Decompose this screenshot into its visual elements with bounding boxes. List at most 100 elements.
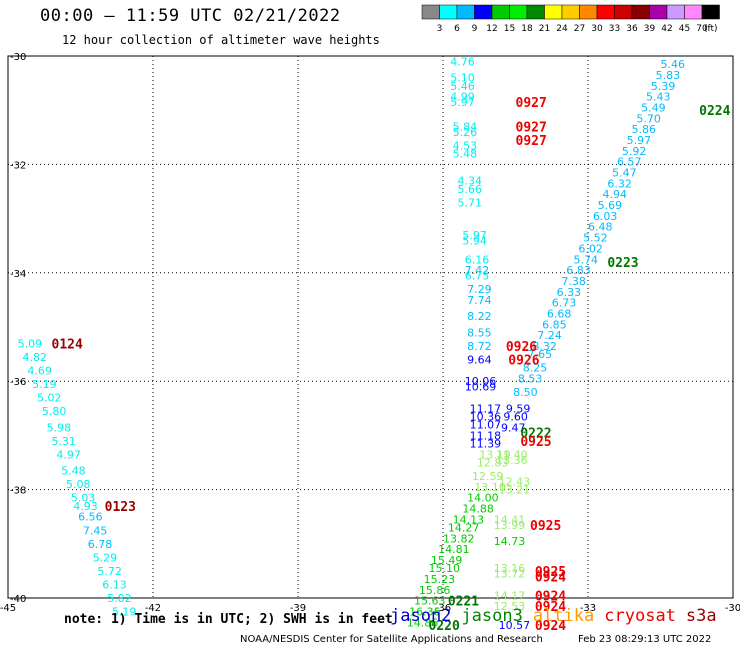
wave-height-value: 5.29	[93, 551, 118, 564]
pass-time-label: 0926	[508, 354, 539, 369]
color-scale-label: 45	[679, 24, 690, 34]
wave-height-value: 5.80	[42, 405, 66, 418]
wave-height-value: 7.65	[528, 348, 553, 361]
y-tick-label: -36	[10, 377, 26, 388]
plot-frame	[7, 55, 734, 599]
wave-height-value: 5.49	[641, 101, 666, 114]
pass-time-label: 0123	[105, 500, 136, 515]
color-scale-label: (ft)	[704, 24, 718, 34]
wave-height-value: 6.03	[593, 210, 618, 223]
pass-time-label: 0925	[530, 519, 561, 534]
satellite-legend-entry: altika	[532, 606, 595, 626]
wave-height-value: 5.10	[450, 72, 475, 85]
wave-height-value: 5.86	[632, 123, 657, 136]
pass-time-label: 0927	[516, 96, 547, 111]
satellite-legend-entry: cryosat	[604, 606, 676, 626]
wave-height-value: 5.84	[453, 120, 478, 133]
wave-height-value: 12.53	[494, 600, 526, 613]
color-scale-label: 33	[609, 24, 620, 34]
color-scale-label: 6	[454, 24, 460, 34]
wave-height-value: 5.03	[71, 492, 96, 505]
wave-height-value: 7.45	[83, 524, 108, 537]
chart-title: 00:00 – 11:59 UTC 02/21/2022	[40, 6, 341, 26]
wave-height-value: 5.39	[651, 80, 676, 93]
y-tick-label: -40	[10, 594, 26, 605]
pass-time-label: 0222	[520, 427, 551, 442]
wave-height-value: 6.83	[566, 264, 591, 277]
wave-height-value: 5.71	[458, 196, 483, 209]
wave-height-value: 15.49	[431, 554, 463, 567]
wave-height-value: 6.48	[588, 221, 613, 234]
pass-time-label: 0223	[607, 256, 638, 271]
satellite-legend-entry: jason2	[390, 606, 452, 626]
wave-height-value: 5.70	[636, 112, 661, 125]
pass-time-label: 0924	[535, 570, 566, 585]
wave-height-value: 5.98	[47, 421, 72, 434]
wave-height-value: 5.83	[656, 69, 681, 82]
wave-height-value: 8.25	[523, 362, 548, 375]
wave-height-value: 12.83	[477, 457, 509, 470]
color-scale-label: 21	[539, 24, 550, 34]
wave-height-value: 6.33	[557, 286, 582, 299]
wave-height-value: 5.19	[32, 378, 57, 391]
wave-height-value: 13.82	[443, 532, 475, 545]
wave-height-value: 4.93	[73, 500, 98, 513]
wave-height-value: 6.32	[607, 177, 632, 190]
x-tick-label: -36	[435, 603, 451, 614]
wave-height-value: 4.34	[458, 175, 483, 188]
pass-time-label: 0924	[535, 589, 566, 604]
wave-height-value: 13.21	[499, 484, 531, 497]
wave-height-value: 12.59	[472, 470, 504, 483]
wave-height-value: 4.97	[56, 448, 80, 461]
wave-height-value: 16.36	[409, 606, 441, 619]
wave-height-value: 6.02	[578, 242, 603, 255]
wave-height-value: 6.13	[102, 578, 127, 591]
wave-height-value: 9.60	[503, 410, 527, 423]
wave-height-value: 11.18	[470, 429, 502, 442]
color-scale-label: 70	[696, 24, 708, 34]
wave-height-value: 5.43	[646, 91, 671, 104]
wave-height-value: 6.78	[88, 538, 113, 551]
wave-height-value: 10.36	[470, 410, 502, 423]
color-scale-label: 15	[504, 24, 515, 34]
wave-height-value: 5.66	[458, 183, 483, 196]
color-scale-label: 12	[486, 24, 497, 34]
wave-height-value: 13.19	[479, 448, 511, 461]
color-scale-bar: 3 6 9 12 15 18 21 24 27 30 33 36 39 42 45 70(ft)	[421, 4, 720, 34]
wave-height-value: 14.81	[438, 543, 470, 556]
wave-height-value: 6.16	[465, 253, 490, 266]
wave-height-value: 5.94	[462, 234, 487, 247]
wave-height-value: 6.75	[465, 270, 490, 283]
wave-height-value: 5.46	[450, 80, 475, 93]
generated-timestamp: Feb 23 08:29:13 UTC 2022	[578, 634, 712, 645]
wave-height-value: 5.72	[97, 565, 122, 578]
wave-height-value: 5.97	[462, 229, 487, 242]
wave-height-value: 11.40	[496, 448, 527, 461]
wave-height-value: 10.06	[465, 375, 497, 388]
wave-height-value: 4.53	[453, 139, 478, 152]
wave-height-value: 5.48	[453, 148, 478, 161]
color-scale-label: 27	[574, 24, 585, 34]
wave-height-value: 5.02	[37, 391, 62, 404]
wave-height-value: 8.72	[467, 340, 492, 353]
wave-height-value: 4.69	[27, 364, 52, 377]
wave-height-value: 5.31	[52, 435, 77, 448]
x-tick-label: -42	[145, 603, 161, 614]
wave-height-value: 8.50	[513, 386, 538, 399]
wave-height-value: 15.86	[419, 584, 451, 597]
wave-height-value: 6.85	[542, 318, 567, 331]
wave-height-value: 5.26	[453, 126, 478, 139]
pass-time-label: 0927	[516, 134, 547, 149]
pass-time-label: 0925	[520, 435, 551, 450]
wave-height-value: 8.22	[467, 310, 492, 323]
color-scale-label: 3	[437, 24, 443, 34]
wave-height-value: 7.74	[467, 294, 492, 307]
y-tick-label: -30	[10, 52, 26, 63]
color-scale-label: 30	[591, 24, 603, 34]
wave-height-value: 14.27	[448, 522, 480, 535]
wave-height-value: 7.24	[537, 329, 562, 342]
chart-subtitle: 12 hour collection of altimeter wave hei…	[62, 33, 380, 47]
wave-height-value: 5.48	[61, 465, 86, 478]
wave-height-value: 5.97	[627, 134, 652, 147]
pass-time-label: 0926	[506, 340, 537, 355]
